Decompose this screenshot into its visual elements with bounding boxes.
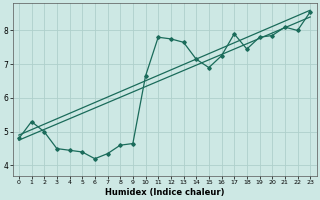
X-axis label: Humidex (Indice chaleur): Humidex (Indice chaleur): [105, 188, 224, 197]
